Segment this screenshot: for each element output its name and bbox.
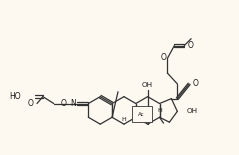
Text: OH: OH [142,82,153,88]
Text: OH: OH [186,108,197,114]
FancyBboxPatch shape [132,106,152,122]
Text: H: H [122,117,126,122]
Text: HO: HO [10,92,21,101]
Text: O: O [161,53,166,62]
Text: H: H [157,108,162,113]
Text: ·H: ·H [132,108,139,113]
Text: O: O [61,99,67,108]
Text: N: N [71,99,76,108]
Text: O: O [192,79,198,88]
Text: O: O [187,41,193,50]
Text: H: H [145,115,150,120]
Text: O: O [28,99,34,108]
Text: Ac: Ac [138,112,145,117]
